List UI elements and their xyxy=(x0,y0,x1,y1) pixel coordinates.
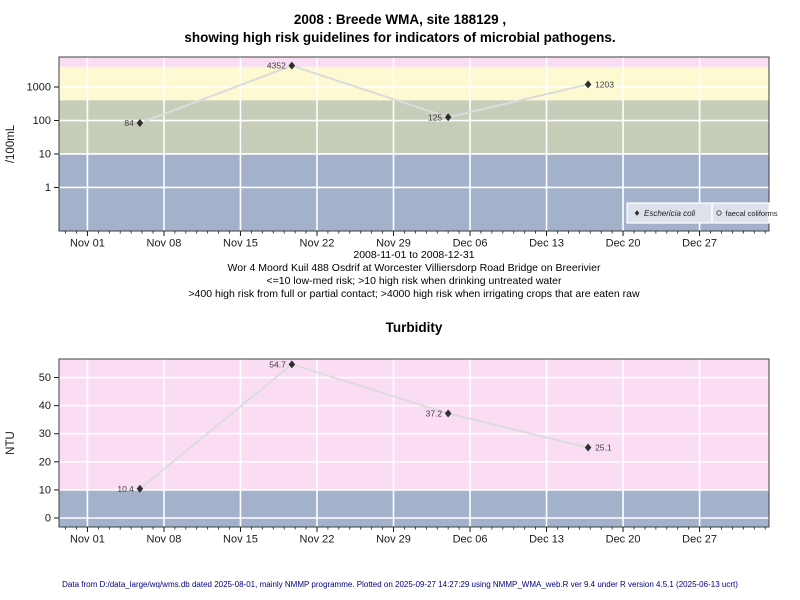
data-point-marker xyxy=(136,119,144,128)
data-point-marker xyxy=(288,360,296,369)
x-tick-label: Dec 20 xyxy=(606,534,641,546)
y-tick-label: 10 xyxy=(39,148,51,160)
data-point-label: 54.7 xyxy=(269,359,286,369)
x-tick-label: Nov 15 xyxy=(223,534,258,546)
page-title-line1: 2008 : Breede WMA, site 188129 , xyxy=(293,12,507,27)
y-tick-label: 0 xyxy=(45,513,51,525)
data-point-label: 1203 xyxy=(595,79,614,89)
x-tick-label: Dec 27 xyxy=(682,238,717,250)
risk-band xyxy=(59,66,769,101)
data-point-marker xyxy=(444,113,452,122)
x-tick-label: Nov 08 xyxy=(147,238,182,250)
data-point-label: 37.2 xyxy=(426,409,443,419)
y-tick-label: 50 xyxy=(39,372,51,384)
x-tick-label: Nov 15 xyxy=(223,238,258,250)
y-tick-label: 1 xyxy=(45,182,51,194)
y-tick-label: 1000 xyxy=(27,82,51,94)
risk-band xyxy=(59,359,769,490)
x-tick-label: Nov 22 xyxy=(300,238,335,250)
y-tick-label: 10 xyxy=(39,484,51,496)
legend-label: Eschericia coli xyxy=(644,209,695,218)
legend-open-circle-marker xyxy=(716,210,722,216)
y-axis-title: NTU xyxy=(5,431,17,455)
plot-border xyxy=(58,56,770,232)
y-tick-label: 30 xyxy=(39,428,51,440)
y-tick-label: 40 xyxy=(39,400,51,412)
footer-note: Data from D:/data_large/wq/wms.db dated … xyxy=(62,580,738,589)
legend-label: faecal coliforms xyxy=(726,209,778,218)
x-tick-label: Dec 13 xyxy=(529,534,564,546)
page-title: 2008 : Breede WMA, site 188129 , showing… xyxy=(0,11,800,47)
data-point-label: 25.1 xyxy=(595,442,612,452)
x-tick-label: Nov 01 xyxy=(70,534,105,546)
x-tick-label: Dec 06 xyxy=(453,534,488,546)
data-point-label: 125 xyxy=(428,112,442,122)
x-tick-label: Nov 22 xyxy=(300,534,335,546)
x-tick-label: Dec 13 xyxy=(529,238,564,250)
y-tick-label: 100 xyxy=(33,115,51,127)
legend-filled-diamond-marker xyxy=(634,210,640,216)
turbidity-title: Turbidity xyxy=(385,320,443,335)
y-axis-title: /100mL xyxy=(5,124,17,163)
x-tick-label: Nov 01 xyxy=(70,238,105,250)
subtitle-date-range: 2008-11-01 to 2008-12-31 xyxy=(353,249,475,261)
data-line xyxy=(139,64,589,124)
x-tick-label: Nov 29 xyxy=(376,534,411,546)
data-point-marker xyxy=(444,409,452,418)
subtitle-guideline-2: >400 high risk from full or partial cont… xyxy=(188,288,640,300)
data-line xyxy=(139,363,589,490)
subtitle-guideline-1: <=10 low-med risk; >10 high risk when dr… xyxy=(266,275,562,287)
chart1-subtitle: 2008-11-01 to 2008-12-31 Wor 4 Moord Kui… xyxy=(29,249,799,301)
data-point-marker xyxy=(136,484,144,493)
risk-band xyxy=(59,57,769,67)
x-tick-label: Dec 27 xyxy=(682,534,717,546)
data-point-marker xyxy=(584,80,592,89)
legend-box xyxy=(626,202,770,224)
data-point-marker xyxy=(584,443,592,452)
plot-border xyxy=(58,358,770,528)
data-point-label: 84 xyxy=(124,118,134,128)
data-point-label: 10.4 xyxy=(117,484,134,494)
subtitle-site-description: Wor 4 Moord Kuil 488 Osdrif at Worcester… xyxy=(227,262,601,274)
data-point-label: 4352 xyxy=(267,61,286,71)
y-tick-label: 20 xyxy=(39,456,51,468)
risk-band xyxy=(59,100,769,154)
x-tick-label: Nov 29 xyxy=(376,238,411,250)
page-title-line2: showing high risk guidelines for indicat… xyxy=(184,30,616,45)
risk-band xyxy=(59,489,769,527)
x-tick-label: Dec 06 xyxy=(453,238,488,250)
data-point-marker xyxy=(288,61,296,70)
x-tick-label: Nov 08 xyxy=(147,534,182,546)
x-tick-label: Dec 20 xyxy=(606,238,641,250)
